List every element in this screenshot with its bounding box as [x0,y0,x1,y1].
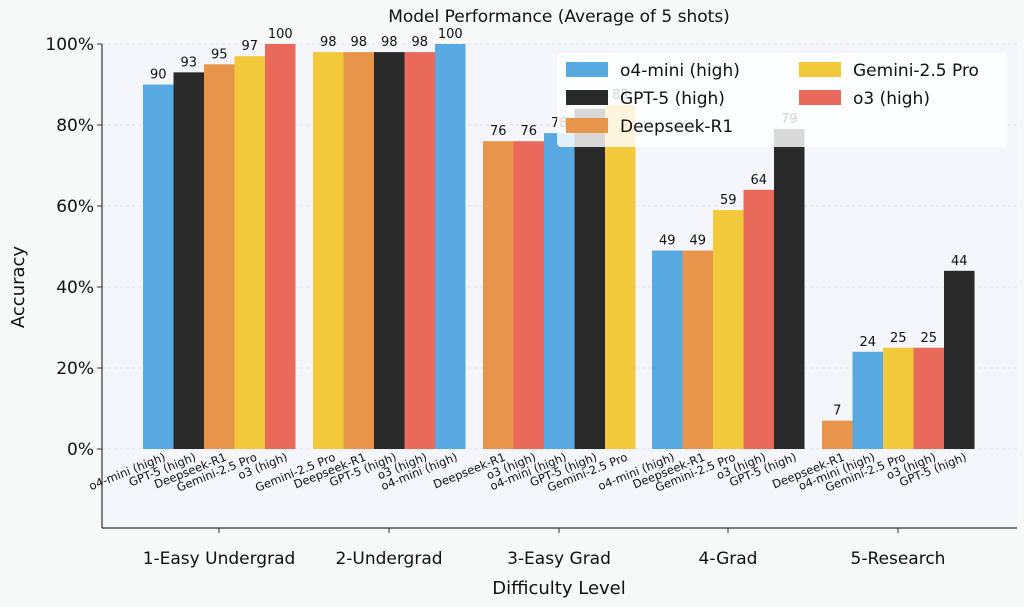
chart-title: Model Performance (Average of 5 shots) [388,7,730,27]
legend-swatch [566,62,608,77]
bar [713,210,744,449]
bar-value-label: 76 [520,124,537,139]
legend-item: o4-mini (high) [566,61,740,81]
bar [513,141,544,449]
y-tick-label: 20% [56,359,94,379]
bar [743,189,774,450]
bar [204,64,235,449]
bar-value-label: 44 [951,254,968,269]
bar-value-label: 98 [381,35,398,50]
legend-item: GPT-5 (high) [566,89,725,109]
bar-value-label: 64 [750,173,767,188]
bar-value-label: 98 [411,35,428,50]
bar [682,250,713,449]
legend-label: Deepseek-R1 [620,117,733,137]
bar [313,52,344,449]
bar-value-label: 90 [150,68,167,83]
bar [435,44,466,449]
legend-label: GPT-5 (high) [620,89,725,109]
legend-label: o4-mini (high) [620,61,740,81]
bar [944,270,975,449]
bar [404,52,435,449]
bar [852,351,883,449]
legend-swatch [799,62,841,77]
bar-value-label: 98 [320,35,337,50]
bar-value-label: 59 [720,193,737,208]
bar-value-label: 49 [659,234,676,249]
bar-value-label: 98 [350,35,367,50]
legend-box [557,53,1007,147]
bar [234,56,265,450]
bar [574,108,605,450]
x-tick-label: 2-Undergrad [335,549,442,569]
x-tick-label: 5-Research [851,549,946,569]
legend-item: Deepseek-R1 [566,117,733,137]
bar-value-label: 93 [180,55,197,70]
legend-label: Gemini-2.5 Pro [853,61,979,81]
legend-swatch [566,118,608,133]
y-tick-label: 0% [67,440,94,460]
axes: 0% 20% 40% 60% 80% 100% 1-Easy Undergrad 2-Unde… [45,35,1017,569]
x-tick-label: 1-Easy Undergrad [143,549,296,569]
bars: 90 o4-mini (high) 93 GPT-5 (high) 95 Deepseek… [87,27,975,495]
bar-value-label: 100 [268,27,293,42]
y-tick-label: 80% [56,116,94,136]
legend-swatch [799,90,841,105]
legend-label: o3 (high) [853,89,930,109]
bar-value-label: 25 [890,331,907,346]
bar [605,104,636,449]
y-tick-label: 40% [56,278,94,298]
bar [483,141,514,449]
x-tick-label: 4-Grad [699,549,758,569]
bar [374,52,405,449]
bar [652,250,683,449]
legend: o4-mini (high) GPT-5 (high) Deepseek-R1 Gem… [557,53,1007,147]
bar-value-label: 49 [689,234,706,249]
legend-item: Gemini-2.5 Pro [799,61,979,81]
bar-value-label: 100 [438,27,463,42]
bar [774,129,805,450]
legend-swatch [566,90,608,105]
bar-value-label: 24 [859,335,876,350]
y-tick-label: 60% [56,197,94,217]
bar [173,72,204,449]
x-tick-label: 3-Easy Grad [507,549,611,569]
bar [822,420,853,449]
bar-value-label: 7 [833,404,841,419]
bar [265,44,296,449]
bar [883,347,914,449]
bar [913,347,944,449]
bar-value-label: 97 [241,39,258,54]
y-tick-label: 100% [45,35,94,55]
bar-value-label: 95 [211,47,228,62]
legend-item: o3 (high) [799,89,930,109]
bar [143,84,174,449]
x-axis-label: Difficulty Level [492,578,626,599]
bar [544,133,575,449]
y-axis-label: Accuracy [8,246,29,329]
bar-value-label: 76 [490,124,507,139]
bar-value-label: 25 [920,331,937,346]
bar [343,52,374,449]
